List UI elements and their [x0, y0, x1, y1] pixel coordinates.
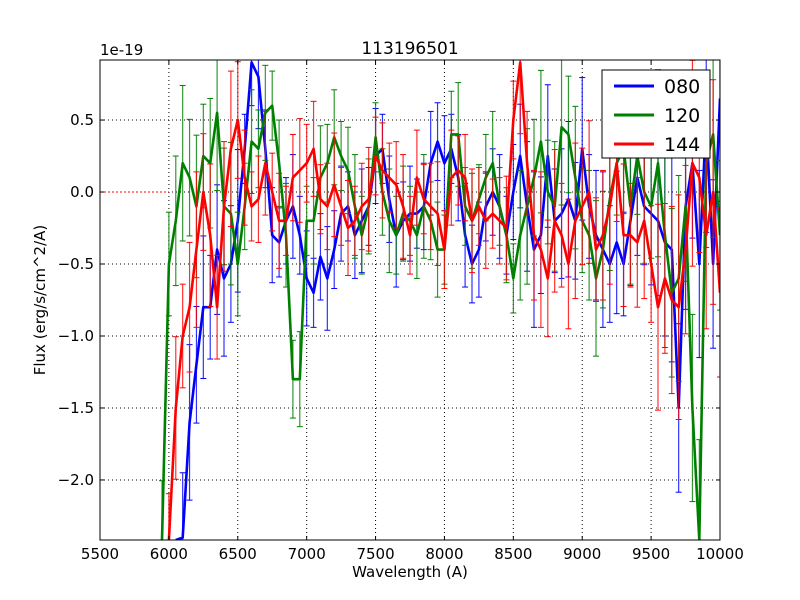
series-144: [165, 60, 720, 540]
x-tick-label: 6000: [150, 545, 188, 563]
x-tick-label: 9500: [632, 545, 670, 563]
y-tick-label: −1.0: [58, 327, 94, 345]
series-line-120: [160, 104, 720, 540]
legend-label-144: 144: [664, 134, 700, 156]
legend: 080 120 144: [601, 69, 711, 159]
legend-label-120: 120: [664, 105, 700, 127]
x-tick-label: 7500: [356, 545, 394, 563]
y-offset-label: 1e-19: [100, 41, 143, 59]
x-tick-label: 6500: [219, 545, 257, 563]
x-tick-label: 5500: [81, 545, 119, 563]
y-tick-label: −1.5: [58, 399, 94, 417]
x-tick-label: 8000: [425, 545, 463, 563]
chart-title: 113196501: [361, 39, 458, 59]
y-tick-label: −0.5: [58, 255, 94, 273]
legend-label-080: 080: [664, 76, 700, 98]
y-tick-label: 0.0: [70, 183, 94, 201]
series-line-144: [167, 61, 720, 540]
ticks: 5500 6000 6500 7000 7500 8000 8500 9000 9500 1000…: [58, 60, 744, 563]
y-tick-label: −2.0: [58, 471, 94, 489]
x-tick-label: 7000: [288, 545, 326, 563]
axes-frame: [99, 59, 721, 541]
x-tick-label: 9000: [563, 545, 601, 563]
y-tick-label: 0.5: [70, 111, 94, 129]
x-tick-label: 10000: [696, 545, 744, 563]
y-axis-label: Flux (erg/s/cm^2/A): [31, 225, 49, 376]
plot-area: [100, 60, 720, 540]
x-axis-label: Wavelength (A): [352, 563, 468, 581]
x-tick-label: 8500: [494, 545, 532, 563]
